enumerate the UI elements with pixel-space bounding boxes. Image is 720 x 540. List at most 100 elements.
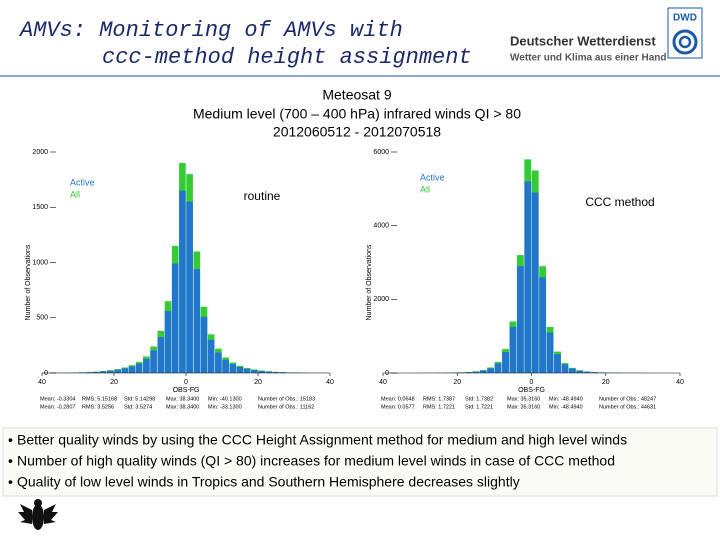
bar	[121, 368, 129, 373]
stats-text: RMS: 1.7387	[423, 396, 455, 402]
bar	[114, 369, 121, 373]
stats-text: Std: 1.7382	[465, 396, 493, 402]
bar	[92, 371, 100, 373]
stats-text: Number of Obs.: 44631	[599, 404, 656, 410]
logo-slogan: Wetter und Klima aus einer Hand	[510, 53, 667, 64]
chart-title: routine	[244, 189, 281, 203]
y-tick-label: 6000	[373, 149, 389, 156]
stats-text: Max: 38.3400	[166, 404, 199, 410]
bar	[85, 372, 93, 373]
bullet: Quality of low level winds in Tropics an…	[17, 474, 520, 490]
stats-text: RMS: 3.5256	[82, 404, 114, 410]
stats-text: Max: 35.3160	[507, 404, 540, 410]
x-tick-label: 20	[602, 379, 610, 386]
bar	[186, 201, 193, 373]
stats-text: Min: -48.4940	[549, 404, 583, 410]
bar	[243, 368, 251, 373]
title-line: AMVs: Monitoring of AMVs with	[18, 18, 403, 43]
x-tick-label: 0	[530, 379, 534, 386]
bar	[568, 368, 576, 373]
stats-text: Std: 3.5274	[124, 404, 152, 410]
bullet: Better quality winds by using the CCC He…	[17, 432, 627, 448]
x-tick-label: 20	[110, 379, 118, 386]
legend-entry: Active	[420, 172, 445, 182]
bar	[531, 192, 539, 373]
chart-title: CCC method	[585, 195, 654, 209]
x-tick-label: 40	[326, 379, 334, 386]
stats-text: Std: 1.7221	[465, 404, 493, 410]
bar	[222, 359, 229, 373]
logo-swirl	[672, 29, 698, 55]
bullet-dot: •	[8, 474, 13, 490]
x-tick-label: 20	[453, 379, 461, 386]
x-tick-label: 40	[38, 379, 46, 386]
stats-text: Number of Obs.: 11162	[258, 404, 314, 410]
logo-mark: DWD	[673, 13, 697, 24]
bar	[539, 277, 547, 373]
stats-text: Min: -40.1300	[208, 396, 242, 402]
stats-text: Mean: -0.2807	[40, 404, 75, 410]
bar	[179, 190, 186, 373]
stats-text: Mean: -0.3304	[40, 396, 75, 402]
bar	[128, 366, 136, 373]
bar	[554, 354, 561, 373]
logo-name: Deutscher Wetterdienst	[510, 33, 656, 48]
bar	[272, 372, 280, 373]
x-tick-label: 40	[379, 379, 387, 386]
bar	[258, 370, 265, 373]
bar	[279, 372, 287, 373]
stats-text: Mean: 0.0577	[381, 404, 415, 410]
bar	[229, 364, 237, 373]
bar	[524, 181, 532, 373]
subtitle: 2012060512 - 2012070518	[273, 124, 441, 140]
bar	[157, 337, 165, 373]
stats-text: Number of Obs.: 15183	[258, 396, 315, 402]
bar	[99, 371, 107, 373]
bar	[200, 316, 208, 373]
bullet-box	[2, 427, 718, 497]
y-tick-label: 1500	[32, 204, 48, 211]
bar	[464, 372, 472, 373]
bar	[472, 371, 480, 373]
bar	[487, 368, 495, 373]
stats-text: Std: 5.14298	[124, 396, 155, 402]
bar	[509, 326, 517, 373]
bar	[265, 371, 273, 373]
bar	[583, 371, 591, 373]
bar	[143, 358, 150, 373]
y-tick-label: 2000	[373, 296, 389, 303]
legend-entry: All	[420, 184, 430, 194]
title-line: ccc-method height assignment	[102, 45, 472, 70]
eagle-emblem	[18, 499, 58, 530]
subtitle: Meteosat 9	[322, 87, 391, 103]
bullet: Number of high quality winds (QI > 80) i…	[17, 453, 615, 469]
bar	[576, 370, 584, 373]
bar	[193, 269, 201, 373]
bar	[215, 352, 222, 373]
bar	[479, 370, 487, 373]
bar	[107, 370, 114, 373]
stats-text: Max: 38.3400	[166, 396, 199, 402]
y-tick-label: 2000	[32, 149, 48, 156]
bar	[502, 352, 509, 373]
stats-text: RMS: 5.15168	[82, 396, 117, 402]
logo-swirl	[678, 35, 692, 49]
legend-entry: All	[70, 189, 80, 199]
bar	[546, 332, 554, 373]
stats-text: Min: -48.4940	[549, 396, 583, 402]
x-tick-label: 0	[184, 379, 188, 386]
bullet-dot: •	[8, 453, 13, 469]
bullet-dot: •	[8, 432, 13, 448]
bar	[561, 364, 569, 373]
legend-entry: Active	[70, 177, 95, 187]
y-tick-label: 500	[36, 315, 48, 322]
x-axis-label: OBS-FG	[173, 387, 200, 394]
bar	[591, 372, 599, 373]
stats-text: Mean: 0.0648	[381, 396, 415, 402]
logo-box	[667, 7, 703, 59]
bar	[207, 339, 215, 373]
stats-text: RMS: 1.7221	[423, 404, 455, 410]
x-axis-label: OBS-FG	[518, 387, 545, 394]
y-tick-label: 0	[385, 370, 389, 377]
